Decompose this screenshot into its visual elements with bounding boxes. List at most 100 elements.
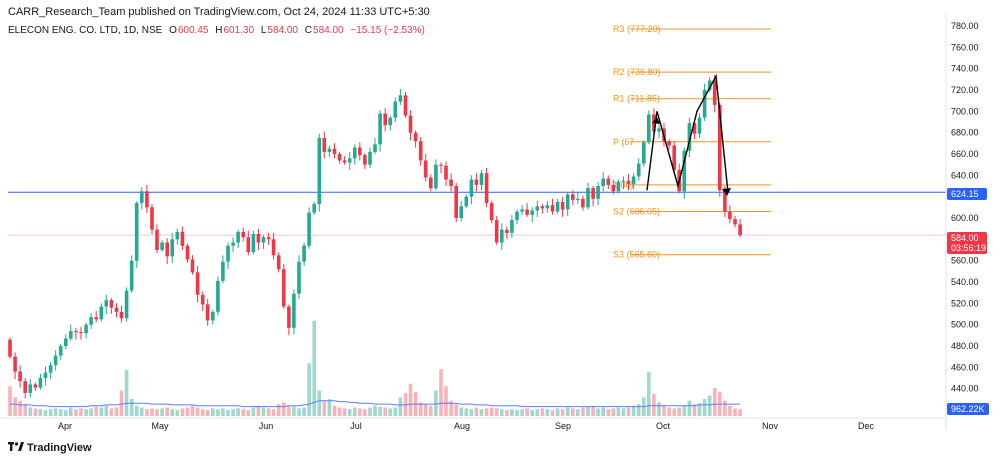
candle [353,144,357,165]
volume-bar [241,409,245,416]
candle [180,226,185,250]
candle [616,179,621,194]
candle-body [555,202,560,212]
candle-body [241,231,245,238]
support-badge-bg [947,188,987,200]
candle [439,162,443,174]
candle-body [697,117,702,134]
time-tick-label: Sep [555,421,571,431]
volume-bar [647,371,651,416]
close-label: C [304,25,313,36]
volume-bar [479,409,484,416]
volume-bar [576,409,580,416]
candle [104,294,109,314]
volume-bar [505,410,509,417]
candle-body [449,179,453,186]
pattern-arrows [652,117,731,196]
volume-bar [469,409,474,416]
candle-body [723,190,727,212]
candle-body [702,90,707,118]
candle [200,291,205,311]
volume-bar [581,407,585,416]
candle [510,214,514,239]
volume-bar [429,405,433,416]
candle [322,131,327,159]
volume-bar [616,407,621,416]
candle-body [560,202,565,210]
price-axis[interactable]: 780.00 760.00 740.00 720.00 700.00 680.00 660.… [951,21,979,394]
price-tick-label: 460.00 [951,362,979,372]
candle-body [616,181,621,192]
volume-bar [484,408,489,416]
candle-body [657,128,661,132]
volume-bar [190,405,195,416]
volume-bar [165,407,169,416]
candle-body [119,311,124,319]
candle [18,365,22,388]
price-tick-label: 720.00 [951,85,979,95]
volume-bar [33,408,38,416]
candle [292,289,296,335]
volume-bar [307,363,311,416]
volume-bar [378,406,382,416]
candle [454,182,458,223]
volume-bar [434,390,438,416]
candle-body [28,384,33,393]
candle-body [185,245,190,260]
tradingview-brand[interactable]: TradingView [8,442,92,454]
price-badges: 624.15 584.00 03:56:19 962.22K [947,188,989,415]
volume-bar [591,405,595,416]
candle [114,303,119,318]
candle [251,230,256,255]
volume-bar [180,408,185,416]
volume-bar [287,405,291,416]
candle [109,298,114,314]
volume-bar [266,408,271,416]
candle [38,373,43,390]
time-axis[interactable]: Apr May Jun Jul Aug Sep Oct Nov Dec [58,421,875,431]
candle-body [282,269,286,307]
candle [611,179,616,195]
candle-body [261,237,266,243]
candle [53,350,58,371]
volume-bar [444,386,448,417]
volume-bar [464,408,469,416]
candle-body [246,237,251,253]
candle-body [444,165,448,180]
candle-body [576,198,580,200]
volume-bar [474,407,479,416]
volume-bar [297,408,301,416]
candle-body [33,384,38,388]
volume-bar [373,405,377,416]
volume-bar [571,408,575,416]
volume-bar [89,408,93,416]
candle [571,190,575,206]
candle-body [718,104,722,191]
volume-bar [140,407,144,416]
candle-body [636,163,641,177]
candle [79,326,83,340]
volume-bar [728,405,732,416]
candle-body [205,304,210,321]
candle-body [464,196,469,207]
volume-bar [652,393,656,416]
candle [266,232,271,245]
candle [515,209,519,225]
volume-bar [312,320,316,416]
candle [256,228,261,250]
candle [733,215,737,228]
volume-bar [682,405,687,416]
volume-bar [388,408,392,416]
candle [276,252,281,273]
candle-body [64,338,68,346]
candle-body [332,148,337,154]
candle [682,147,687,199]
high-label: H [215,25,223,36]
candle [129,255,134,293]
volume-bar [408,383,413,416]
candle-body [520,209,524,212]
candle-body [586,188,590,208]
candle-body [175,231,180,240]
volume-bar [489,407,494,416]
